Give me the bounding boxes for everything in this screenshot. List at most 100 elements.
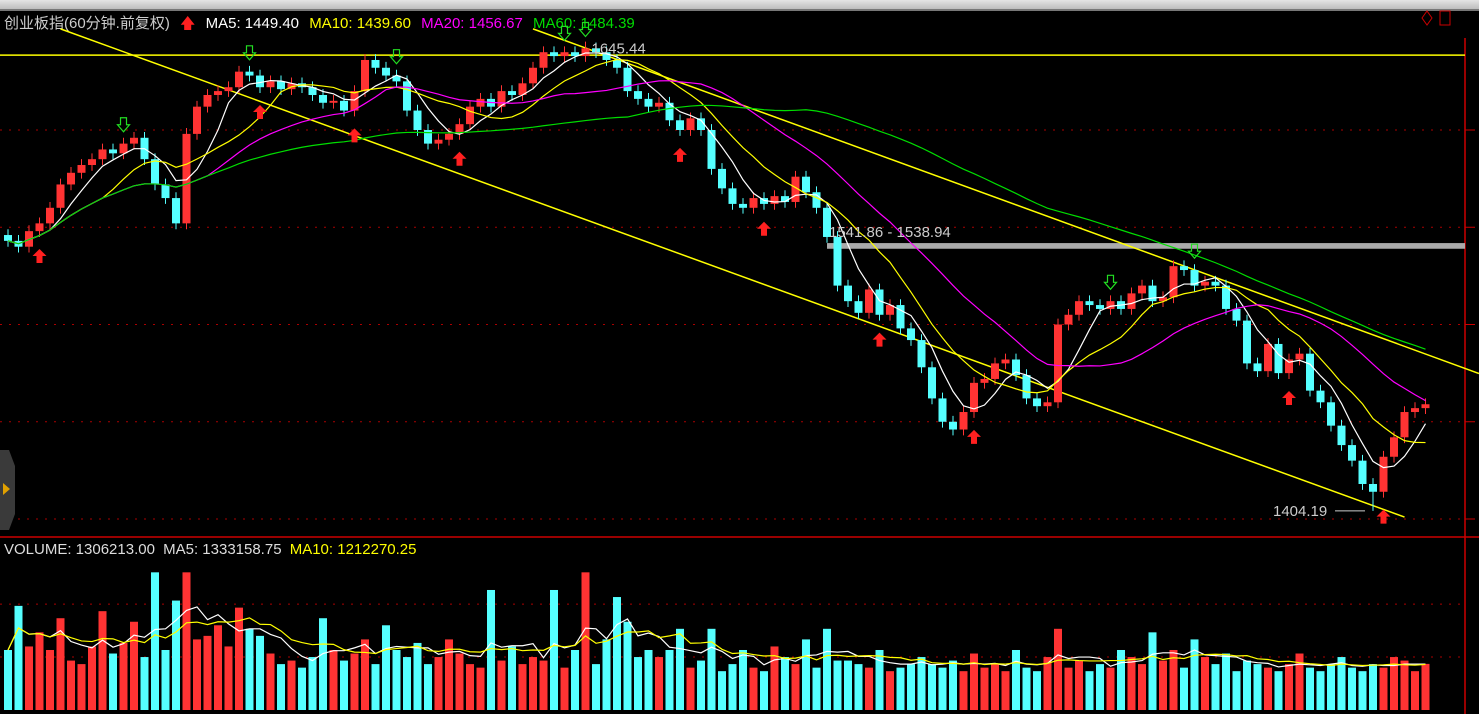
ma5-label: MA5: 1449.40 <box>205 15 300 32</box>
candle-body <box>1421 404 1430 409</box>
volume-bar <box>298 667 306 710</box>
expand-panel-handle[interactable] <box>0 450 15 530</box>
volume-bar <box>770 646 779 710</box>
ma20-label: MA20: 1456.67 <box>421 15 523 32</box>
candle-body <box>161 184 170 199</box>
volume-bar <box>109 653 117 710</box>
candle-body <box>340 100 348 111</box>
buy-arrow-icon <box>1282 390 1296 405</box>
candle-body <box>1148 285 1157 302</box>
candle-body <box>1085 301 1094 306</box>
volume-bar <box>1306 667 1314 710</box>
sell-arrow-icon <box>389 49 404 65</box>
candle-body <box>613 59 621 68</box>
candle-body <box>728 188 737 204</box>
candle-body <box>1358 460 1367 484</box>
volume-bar <box>917 657 926 710</box>
candle-body <box>980 378 989 383</box>
volume-bar <box>1159 660 1167 710</box>
volume-bar <box>1106 667 1115 710</box>
candle-body <box>182 133 191 224</box>
volume-bar <box>749 667 758 710</box>
volume-bar <box>1369 664 1377 710</box>
candle-body <box>1022 375 1031 399</box>
buy-arrow-icon <box>967 429 981 444</box>
volume-bar <box>497 660 506 710</box>
volume-bar <box>1138 664 1146 710</box>
buy-arrow-icon <box>757 221 771 236</box>
volume-bar <box>844 660 852 710</box>
candle-body <box>466 106 474 125</box>
volume-bar <box>224 646 233 710</box>
play-triangle-icon <box>3 483 10 495</box>
candle-body <box>1400 412 1409 438</box>
candle-body <box>25 231 33 247</box>
volume-bar <box>980 667 989 710</box>
volume-bar <box>1117 649 1125 710</box>
candle-body <box>1043 402 1052 407</box>
candle-body <box>403 81 411 111</box>
candle-body <box>329 100 338 103</box>
candle-body <box>812 192 821 208</box>
candle-body <box>1012 359 1020 376</box>
ma20-line <box>7 80 1426 402</box>
volume-bar <box>1390 657 1398 710</box>
volume-bar <box>623 621 632 710</box>
volume-bar <box>697 660 705 710</box>
candle-body <box>256 75 264 88</box>
candle-body <box>424 130 432 144</box>
candle-body <box>1222 285 1230 309</box>
volume-bar <box>938 667 947 710</box>
candle-body <box>319 94 327 103</box>
volume-bar <box>791 664 800 710</box>
volume-bar <box>896 667 905 710</box>
volume-bar <box>1096 664 1104 710</box>
candle-body <box>917 340 926 368</box>
volume-bar <box>245 628 254 710</box>
volume-bar <box>466 664 474 710</box>
volume-bar <box>1400 660 1409 710</box>
volume-bar <box>886 671 894 710</box>
candle-body <box>907 328 915 341</box>
volume-bar <box>760 671 768 710</box>
buy-arrow-icon <box>32 248 47 263</box>
candle-body <box>1033 398 1041 407</box>
volume-bar <box>140 657 149 710</box>
volume-bar <box>518 664 527 710</box>
volume-bar <box>1411 671 1419 710</box>
candle-body <box>655 102 663 107</box>
candle-body <box>455 124 464 134</box>
volume-bar <box>1274 671 1283 710</box>
candle-body <box>413 110 422 130</box>
candle-body <box>277 81 285 90</box>
volume-bar <box>455 653 464 710</box>
candle-body <box>1064 314 1073 325</box>
volume-bar <box>802 639 810 710</box>
volume-bar <box>46 649 54 710</box>
volume-bar <box>1169 649 1178 710</box>
volume-bar <box>1348 667 1356 710</box>
volume-bar <box>928 664 936 710</box>
low-price-label: 1404.19 <box>1273 503 1327 520</box>
volume-bar <box>581 572 590 710</box>
sell-arrow-icon <box>242 45 257 61</box>
volume-bar <box>1201 657 1209 710</box>
volume-bar <box>991 664 999 710</box>
candle-body <box>686 118 695 130</box>
candle-body <box>1369 483 1377 492</box>
ma10-line <box>7 58 1426 444</box>
volume-bar <box>277 664 285 710</box>
candle-body <box>539 52 548 68</box>
volume-bar <box>392 649 401 710</box>
candle-body <box>1264 343 1272 372</box>
volume-bar <box>361 639 369 710</box>
volume-bar <box>1222 653 1230 710</box>
candle-body <box>508 91 516 95</box>
volume-ma10-label: MA10: 1212270.25 <box>289 541 417 558</box>
candle-body <box>581 48 590 57</box>
candle-body <box>739 203 747 208</box>
volume-bar <box>865 667 873 710</box>
volume-bar <box>151 572 159 710</box>
volume-bar <box>875 649 884 710</box>
